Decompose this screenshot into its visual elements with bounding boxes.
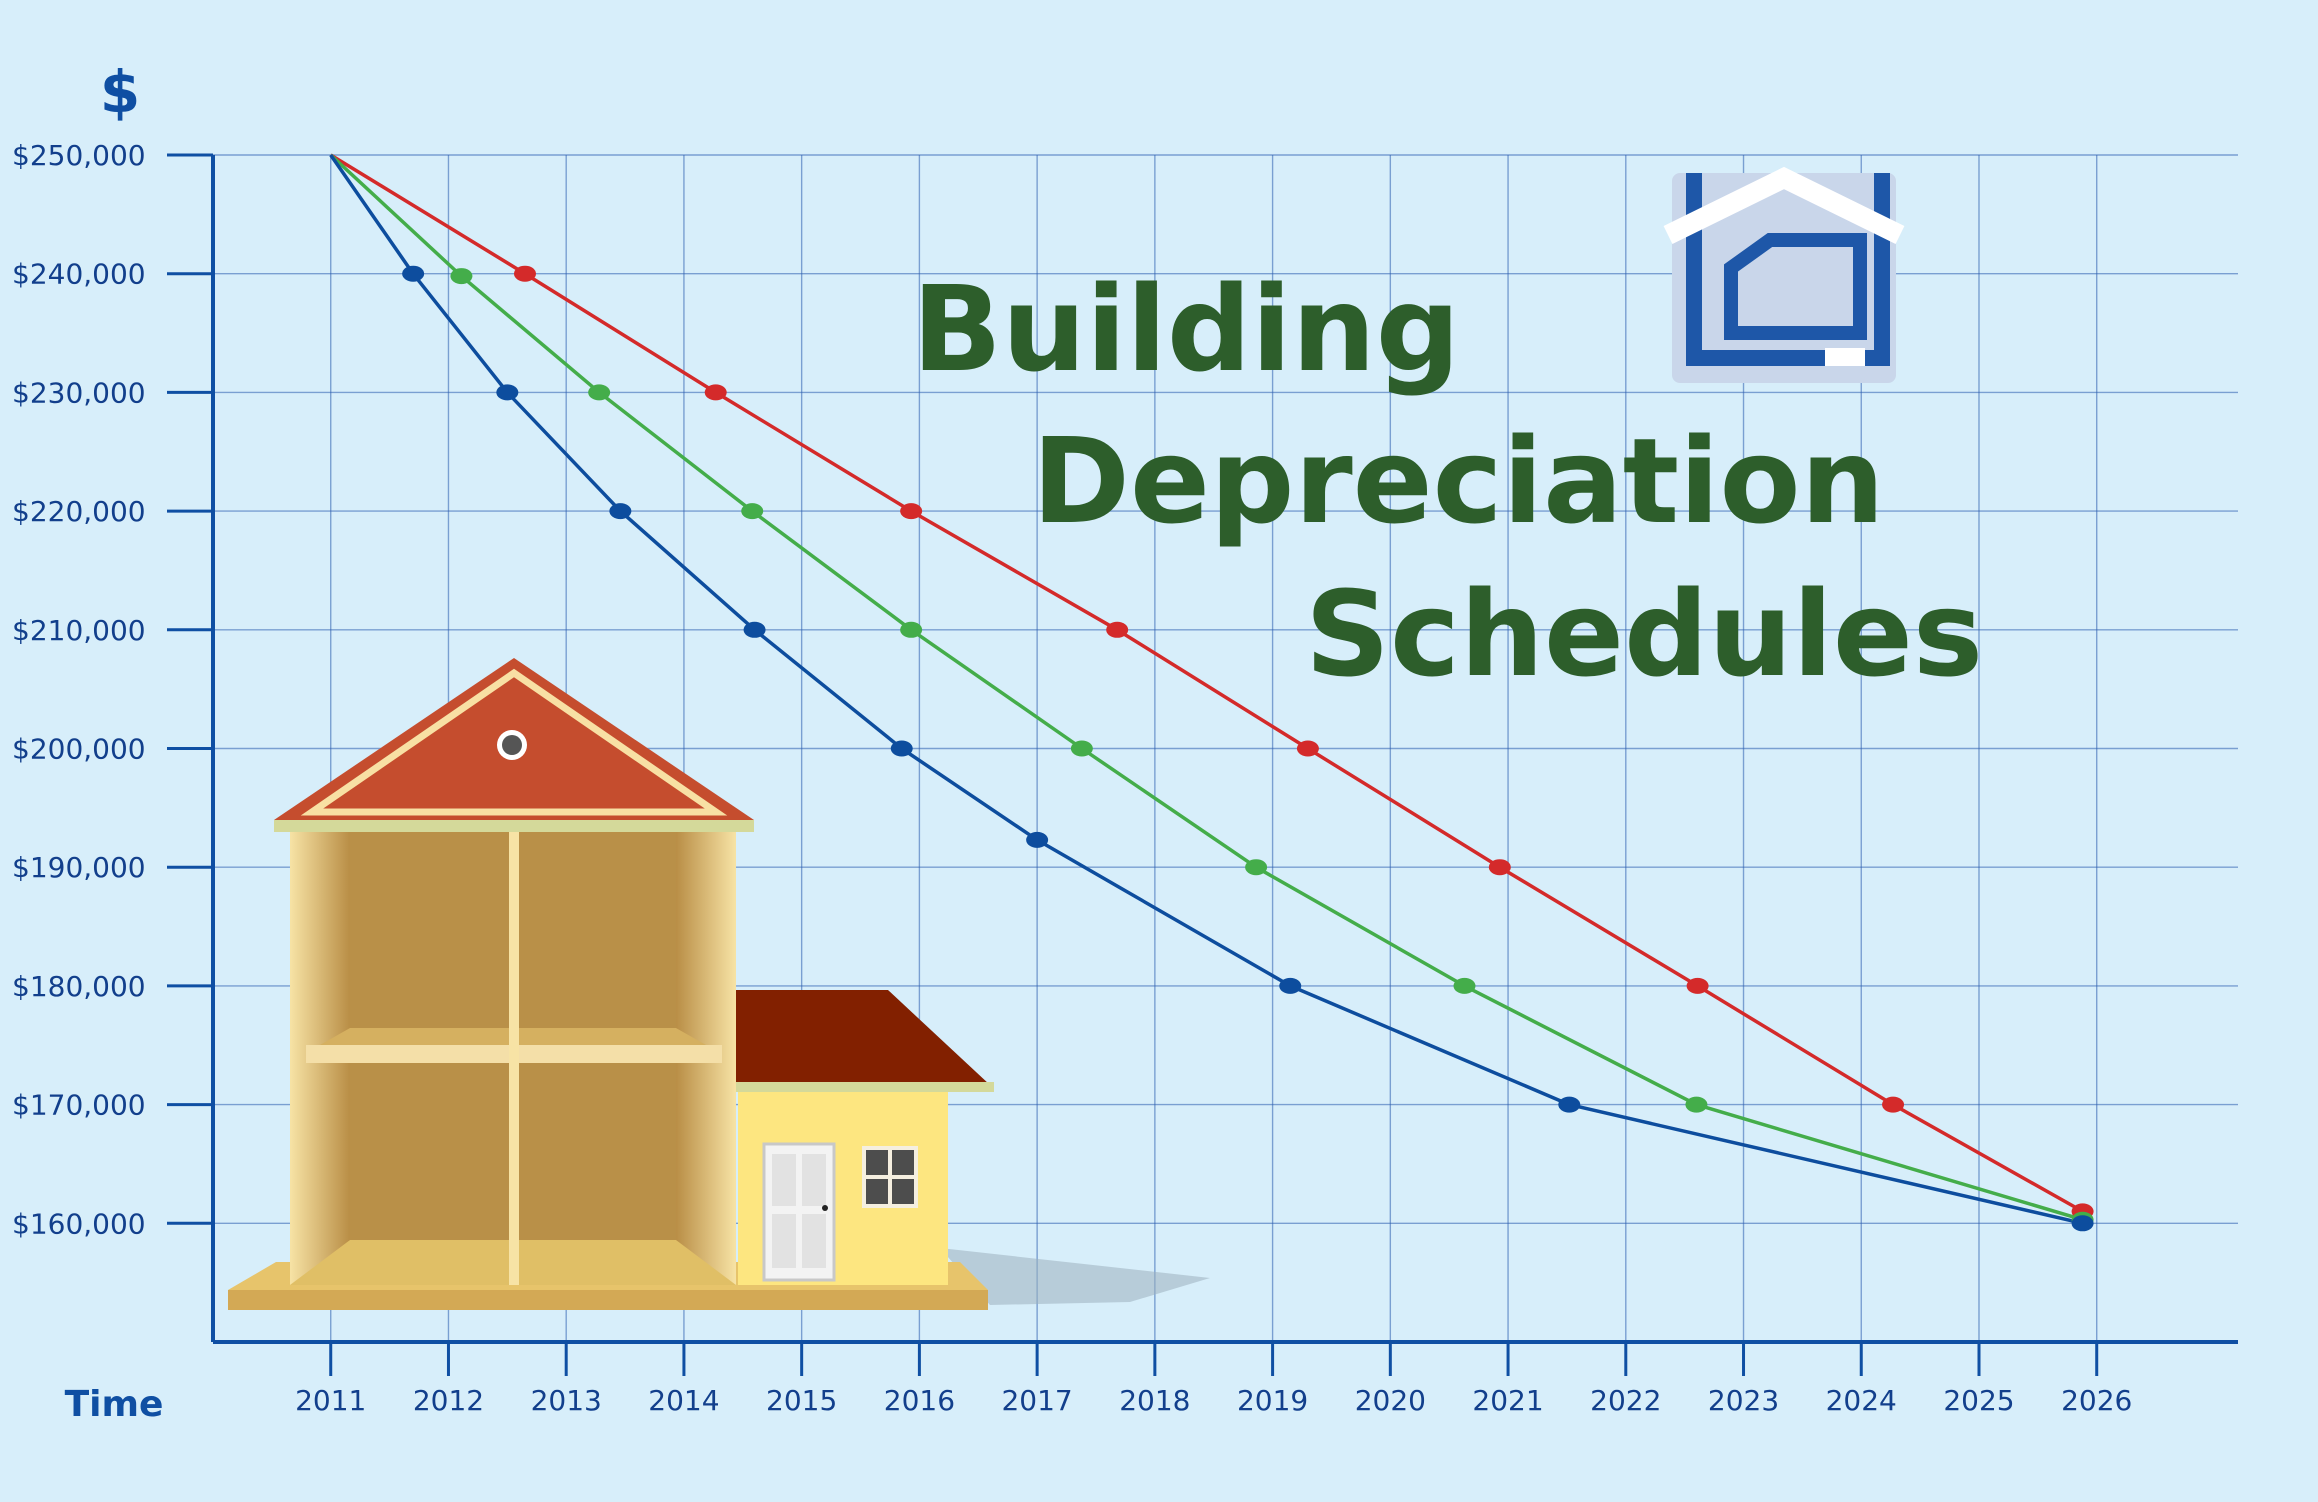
series-line-3	[329, 154, 2083, 1226]
series-2-point	[588, 384, 611, 401]
series-2-point	[1453, 977, 1476, 994]
y-tick-label: $160,000	[12, 1207, 146, 1240]
series-1-point	[900, 503, 923, 520]
title-line-1: Building	[912, 260, 1460, 398]
series-3-point	[1558, 1096, 1581, 1113]
series-3-point	[743, 621, 766, 638]
x-tick-labels: 2011 2012 2013 2014 2015 2016 2017 2018 2019 2020…	[295, 1384, 2132, 1417]
x-tick-label: 2017	[1001, 1384, 1072, 1417]
title-line-3: Schedules	[1305, 565, 1983, 703]
y-tick-label: $210,000	[12, 614, 146, 647]
y-tick-label: $180,000	[12, 970, 146, 1003]
x-tick-label: 2016	[884, 1384, 955, 1417]
series-3-point	[609, 503, 632, 520]
series-1-point	[1296, 740, 1319, 757]
y-tick-label: $240,000	[12, 258, 146, 291]
x-tick-label: 2018	[1119, 1384, 1190, 1417]
series-2-point	[1070, 740, 1093, 757]
series-2-point	[741, 503, 764, 520]
series-3-point	[2071, 1215, 2094, 1232]
x-tick-label: 2025	[1943, 1384, 2014, 1417]
series-2-point	[900, 621, 923, 638]
x-tick-label: 2021	[1472, 1384, 1543, 1417]
x-axis-label: Time	[65, 1384, 164, 1425]
series-2-point	[1245, 859, 1268, 876]
house-cutaway-illustration	[228, 658, 1210, 1310]
series-3-point	[1026, 831, 1049, 848]
x-tick-label: 2013	[531, 1384, 602, 1417]
home-document-logo	[1663, 166, 1905, 383]
x-tick-label: 2024	[1826, 1384, 1897, 1417]
x-tick-label: 2023	[1708, 1384, 1779, 1417]
y-tick-label: $190,000	[12, 851, 146, 884]
chart-title: Building Depreciation Schedules	[912, 260, 1983, 703]
axes: $ Time	[65, 58, 2238, 1425]
series-1-point	[1686, 977, 1709, 994]
x-tick-label: 2026	[2061, 1384, 2132, 1417]
series-line-2	[329, 153, 2084, 1222]
series-3-point	[402, 265, 425, 282]
series-1-point	[1488, 859, 1511, 876]
y-tick-label: $170,000	[12, 1089, 146, 1122]
x-tick-label: 2015	[766, 1384, 837, 1417]
series-3-point	[890, 740, 913, 757]
series-line-1	[329, 153, 2084, 1213]
series-lines	[329, 153, 2084, 1226]
y-tick-label: $220,000	[12, 495, 146, 528]
series-2-point	[1685, 1096, 1708, 1113]
x-tick-label: 2020	[1355, 1384, 1426, 1417]
y-tick-label: $250,000	[12, 139, 146, 172]
series-1-point	[704, 384, 727, 401]
series-1-point	[513, 265, 536, 282]
series-1-point	[1106, 621, 1129, 638]
y-axis-label: $	[100, 58, 140, 126]
x-tick-label: 2022	[1590, 1384, 1661, 1417]
x-tick-label: 2011	[295, 1384, 366, 1417]
series-points	[402, 265, 2094, 1232]
x-tick-label: 2012	[413, 1384, 484, 1417]
y-tick-label: $230,000	[12, 376, 146, 409]
series-1-point	[1882, 1096, 1905, 1113]
x-tick-label: 2014	[648, 1384, 719, 1417]
x-tick-label: 2019	[1237, 1384, 1308, 1417]
series-3-point	[496, 384, 519, 401]
series-3-point	[1279, 977, 1302, 994]
y-tick-label: $200,000	[12, 733, 146, 766]
series-2-point	[450, 268, 473, 285]
y-tick-labels: $160,000 $170,000 $180,000 $190,000 $200,000…	[12, 139, 146, 1240]
title-line-2: Depreciation	[1032, 412, 1885, 550]
